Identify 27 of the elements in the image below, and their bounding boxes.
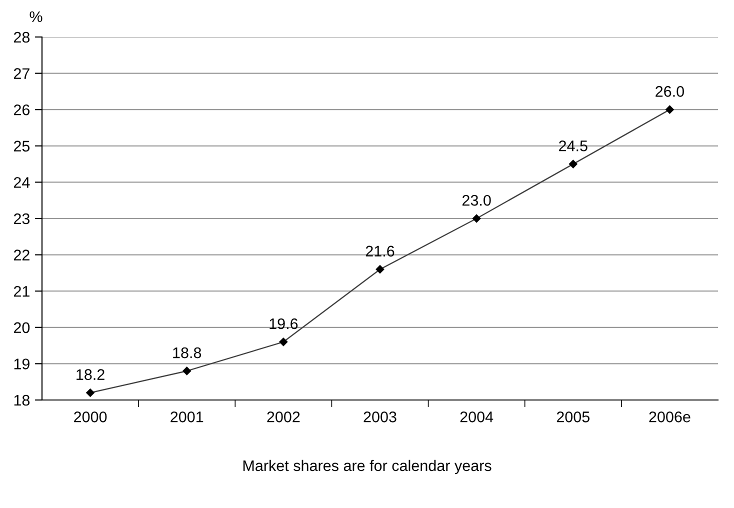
y-tick-label: 21 (14, 286, 30, 297)
y-tick-label: 20 (14, 322, 30, 334)
data-label: 18.8 (173, 347, 202, 358)
y-tick-label: 25 (14, 140, 30, 152)
y-tick-label: 24 (14, 177, 30, 188)
y-tick-label: 26 (14, 104, 30, 116)
y-tick-label: 19 (14, 358, 30, 370)
data-label: 19.6 (270, 318, 298, 330)
x-tick-label: 2002 (267, 412, 300, 422)
x-tick-label: 2000 (74, 412, 107, 422)
y-tick-label: 22 (14, 250, 30, 260)
x-tick-label: 2003 (364, 412, 396, 422)
x-tick-label: 2004 (460, 412, 494, 422)
y-axis-title: % (30, 11, 42, 22)
data-label: 23.0 (462, 194, 491, 206)
data-label: 26.0 (656, 86, 684, 97)
x-tick-label: 2006e (649, 412, 690, 422)
data-label: 21.6 (366, 246, 394, 257)
text: Market shares are for calendar years (243, 460, 492, 474)
x-tick-label: 2001 (170, 412, 204, 422)
data-label: 24.5 (559, 140, 588, 152)
y-tick-label: 28 (14, 32, 30, 43)
data-label: 18.2 (76, 369, 104, 380)
y-tick-label: 18 (14, 394, 30, 406)
y-tick-label: 27 (14, 68, 30, 79)
x-tick-label: 2005 (556, 412, 590, 422)
y-tick-label: 23 (14, 213, 30, 224)
